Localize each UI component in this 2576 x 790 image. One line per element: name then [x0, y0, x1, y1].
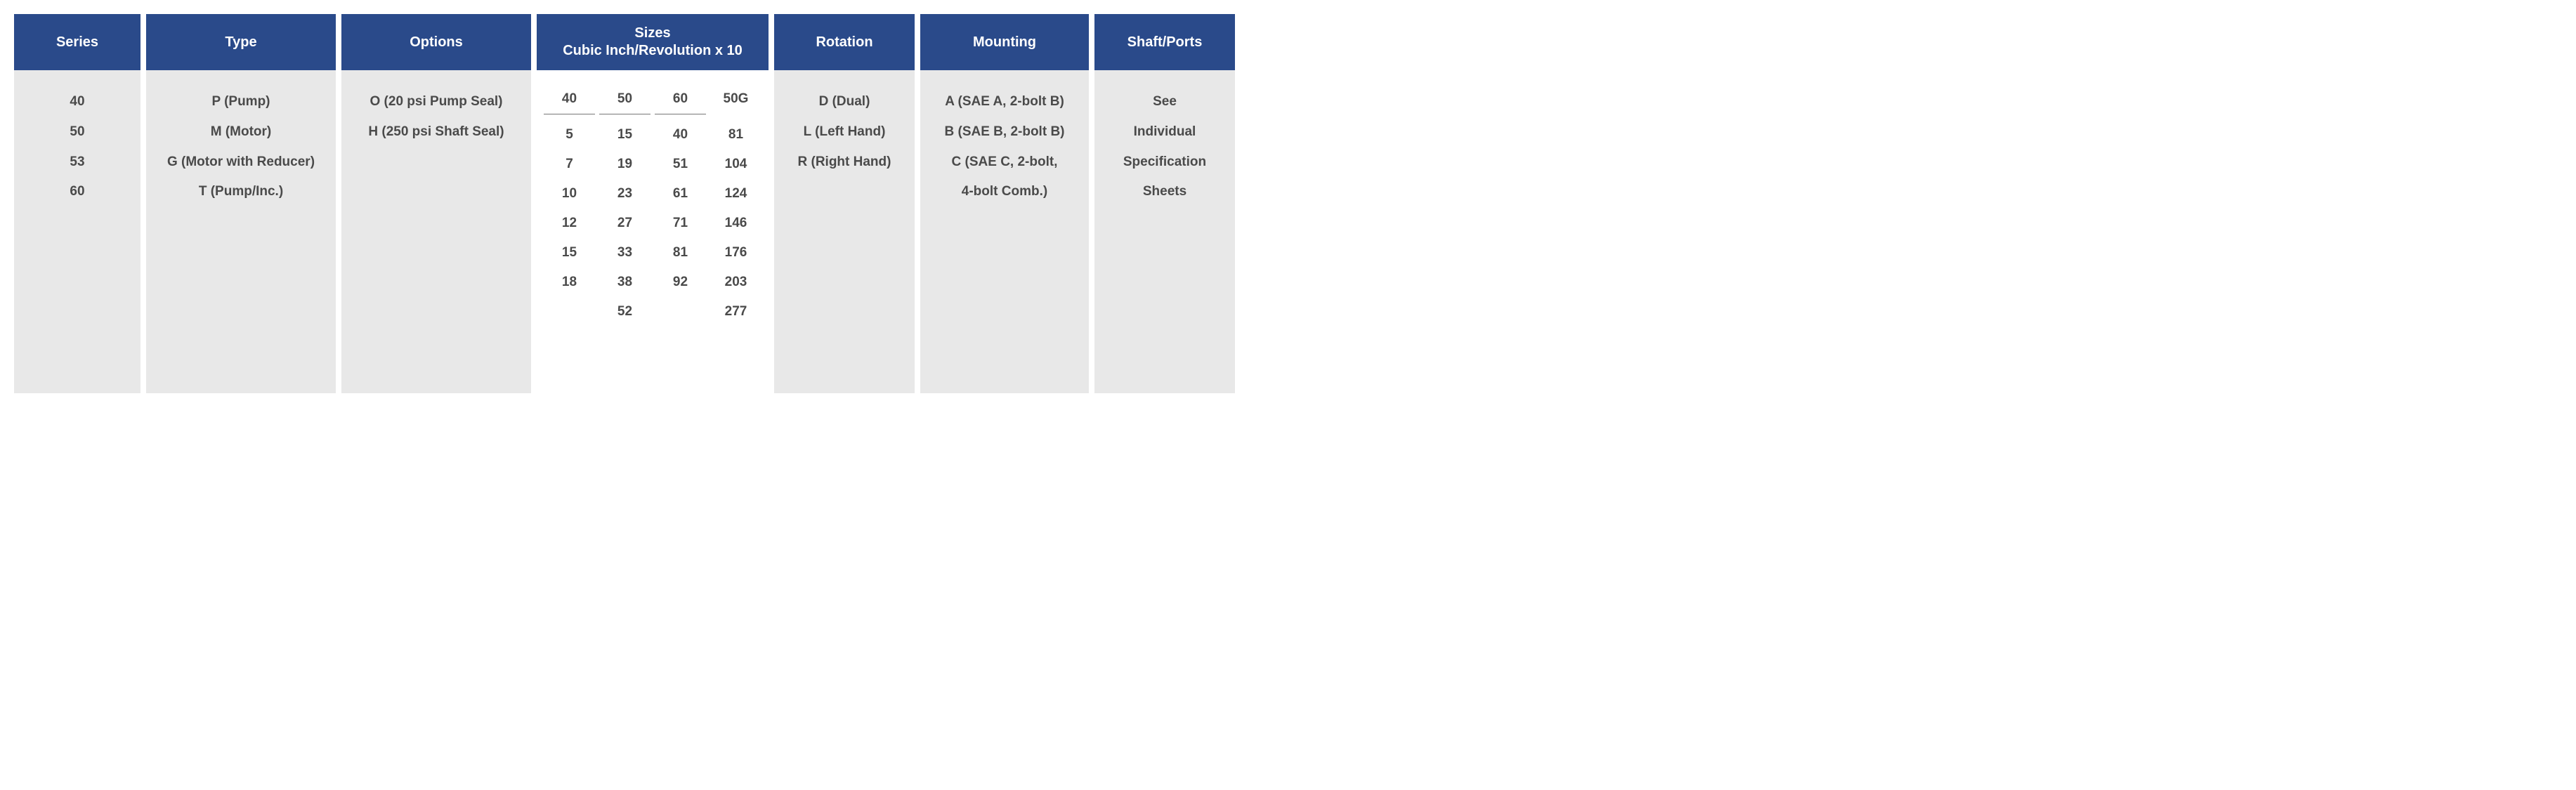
sizes-cell: 12	[544, 209, 595, 238]
sizes-col-head: 50G	[710, 87, 761, 114]
options-cell: H (250 psi Shaft Seal)	[348, 117, 524, 147]
sizes-cell: 15	[544, 238, 595, 268]
sizes-cell: 5	[544, 120, 595, 150]
header-sizes-line2: Cubic Inch/Revolution x 10	[563, 42, 743, 60]
sizes-cell: 40	[655, 120, 706, 150]
body-mounting: A (SAE A, 2-bolt B) B (SAE B, 2-bolt B) …	[920, 70, 1089, 393]
type-cell: M (Motor)	[153, 117, 329, 147]
mounting-cell: 4-bolt Comb.)	[927, 177, 1082, 207]
series-cell: 40	[21, 87, 133, 117]
header-series: Series	[14, 14, 140, 70]
sizes-col-head: 60	[655, 87, 706, 114]
mounting-cell: A (SAE A, 2-bolt B)	[927, 87, 1082, 117]
sizes-cell: 92	[655, 268, 706, 297]
sizes-cell: 10	[544, 179, 595, 209]
sizes-cell: 104	[710, 150, 761, 179]
body-rotation: D (Dual) L (Left Hand) R (Right Hand)	[774, 70, 915, 393]
sizes-cell: 81	[710, 120, 761, 150]
mounting-cell: C (SAE C, 2-bolt,	[927, 147, 1082, 178]
series-cell: 53	[21, 147, 133, 178]
type-cell: G (Motor with Reducer)	[153, 147, 329, 178]
header-sizes-line1: Sizes	[634, 25, 670, 42]
sizes-cell: 23	[599, 179, 650, 209]
sizes-cell: 15	[599, 120, 650, 150]
sizes-cell: 277	[710, 297, 761, 327]
col-shaft: Shaft/Ports See Individual Specification…	[1094, 14, 1235, 393]
sizes-cell: 81	[655, 238, 706, 268]
sizes-cell: 52	[599, 297, 650, 327]
col-rotation: Rotation D (Dual) L (Left Hand) R (Right…	[774, 14, 915, 393]
col-sizes: Sizes Cubic Inch/Revolution x 10 40 50 6…	[537, 14, 769, 393]
header-options: Options	[341, 14, 531, 70]
sizes-cell: 19	[599, 150, 650, 179]
col-options: Options O (20 psi Pump Seal) H (250 psi …	[341, 14, 531, 393]
shaft-cell: Sheets	[1101, 177, 1228, 207]
rotation-cell: R (Right Hand)	[781, 147, 908, 178]
col-mounting: Mounting A (SAE A, 2-bolt B) B (SAE B, 2…	[920, 14, 1089, 393]
shaft-cell: Individual	[1101, 117, 1228, 147]
sizes-cell: 71	[655, 209, 706, 238]
sizes-cell: 61	[655, 179, 706, 209]
spec-table: Series 40 50 53 60 Type P (Pump) M (Moto…	[14, 14, 2562, 393]
sizes-col-head: 50	[599, 87, 650, 114]
rotation-cell: D (Dual)	[781, 87, 908, 117]
sizes-cell: 7	[544, 150, 595, 179]
col-type: Type P (Pump) M (Motor) G (Motor with Re…	[146, 14, 336, 393]
body-options: O (20 psi Pump Seal) H (250 psi Shaft Se…	[341, 70, 531, 393]
series-cell: 60	[21, 177, 133, 207]
sizes-cell: 176	[710, 238, 761, 268]
sizes-cell: 27	[599, 209, 650, 238]
mounting-cell: B (SAE B, 2-bolt B)	[927, 117, 1082, 147]
sizes-cell: 38	[599, 268, 650, 297]
sizes-cell: 146	[710, 209, 761, 238]
series-cell: 50	[21, 117, 133, 147]
sizes-cell: 18	[544, 268, 595, 297]
col-series: Series 40 50 53 60	[14, 14, 140, 393]
header-sizes: Sizes Cubic Inch/Revolution x 10	[537, 14, 769, 70]
sizes-cell	[544, 297, 595, 327]
sizes-cell: 203	[710, 268, 761, 297]
sizes-col-head: 40	[544, 87, 595, 114]
sizes-grid: 40 50 60 50G 5 15 40 81 7 19 51 104 10 2…	[544, 87, 761, 327]
sizes-cell: 51	[655, 150, 706, 179]
body-sizes: 40 50 60 50G 5 15 40 81 7 19 51 104 10 2…	[537, 70, 769, 393]
options-cell: O (20 psi Pump Seal)	[348, 87, 524, 117]
type-cell: T (Pump/Inc.)	[153, 177, 329, 207]
rotation-cell: L (Left Hand)	[781, 117, 908, 147]
body-shaft: See Individual Specification Sheets	[1094, 70, 1235, 393]
header-shaft: Shaft/Ports	[1094, 14, 1235, 70]
body-series: 40 50 53 60	[14, 70, 140, 393]
header-type: Type	[146, 14, 336, 70]
sizes-cell: 124	[710, 179, 761, 209]
shaft-cell: Specification	[1101, 147, 1228, 178]
header-mounting: Mounting	[920, 14, 1089, 70]
shaft-cell: See	[1101, 87, 1228, 117]
header-rotation: Rotation	[774, 14, 915, 70]
type-cell: P (Pump)	[153, 87, 329, 117]
sizes-cell: 33	[599, 238, 650, 268]
body-type: P (Pump) M (Motor) G (Motor with Reducer…	[146, 70, 336, 393]
sizes-cell	[655, 297, 706, 327]
